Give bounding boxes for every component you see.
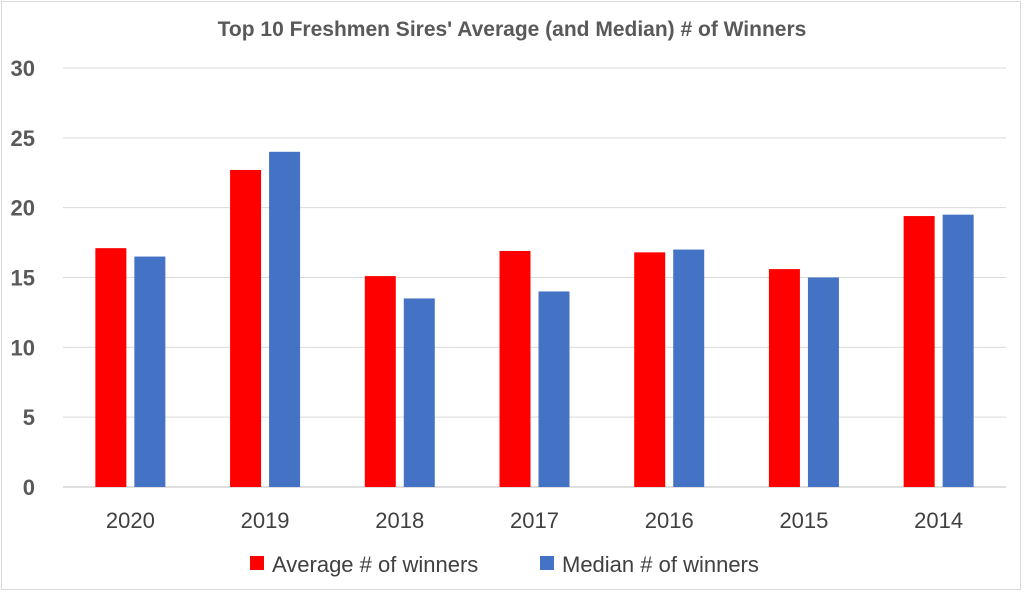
y-tick-label: 10 [11, 335, 35, 360]
bar-median-2014 [942, 214, 974, 487]
bar-median-2016 [673, 249, 705, 487]
legend-label: Median # of winners [562, 552, 759, 577]
y-tick-label: 25 [11, 126, 35, 151]
bar-average-2015 [768, 269, 800, 487]
bar-median-2020 [134, 256, 166, 487]
x-tick-label: 2017 [510, 508, 559, 533]
chart-title: Top 10 Freshmen Sires' Average (and Medi… [218, 18, 807, 41]
x-tick-label: 2014 [914, 508, 963, 533]
y-tick-label: 15 [11, 266, 35, 291]
y-tick-label: 30 [11, 56, 35, 81]
x-tick-label: 2016 [645, 508, 694, 533]
bar-median-2018 [403, 298, 435, 487]
x-tick-label: 2015 [779, 508, 828, 533]
legend-label: Average # of winners [272, 552, 478, 577]
y-tick-label: 5 [23, 405, 35, 430]
bar-average-2019 [230, 169, 262, 487]
y-tick-label: 20 [11, 196, 35, 221]
bars [95, 151, 974, 488]
bar-average-2016 [634, 252, 666, 487]
y-axis: 0 5 10 15 20 25 30 [11, 56, 35, 500]
x-axis: 2020 2019 2018 2017 2016 2015 2014 [106, 508, 963, 533]
x-tick-label: 2019 [241, 508, 290, 533]
bar-median-2015 [807, 277, 839, 487]
bar-average-2017 [499, 250, 531, 487]
bar-average-2020 [95, 248, 127, 487]
legend: Average # of winners Median # of winners [250, 552, 759, 577]
y-tick-label: 0 [23, 475, 35, 500]
x-tick-label: 2018 [375, 508, 424, 533]
bar-median-2019 [269, 151, 301, 488]
bar-median-2017 [538, 291, 570, 487]
bar-average-2018 [364, 276, 396, 487]
x-tick-label: 2020 [106, 508, 155, 533]
bar-average-2014 [903, 216, 935, 487]
legend-swatch [540, 556, 554, 570]
gridlines [63, 67, 1006, 488]
legend-swatch [250, 556, 264, 570]
